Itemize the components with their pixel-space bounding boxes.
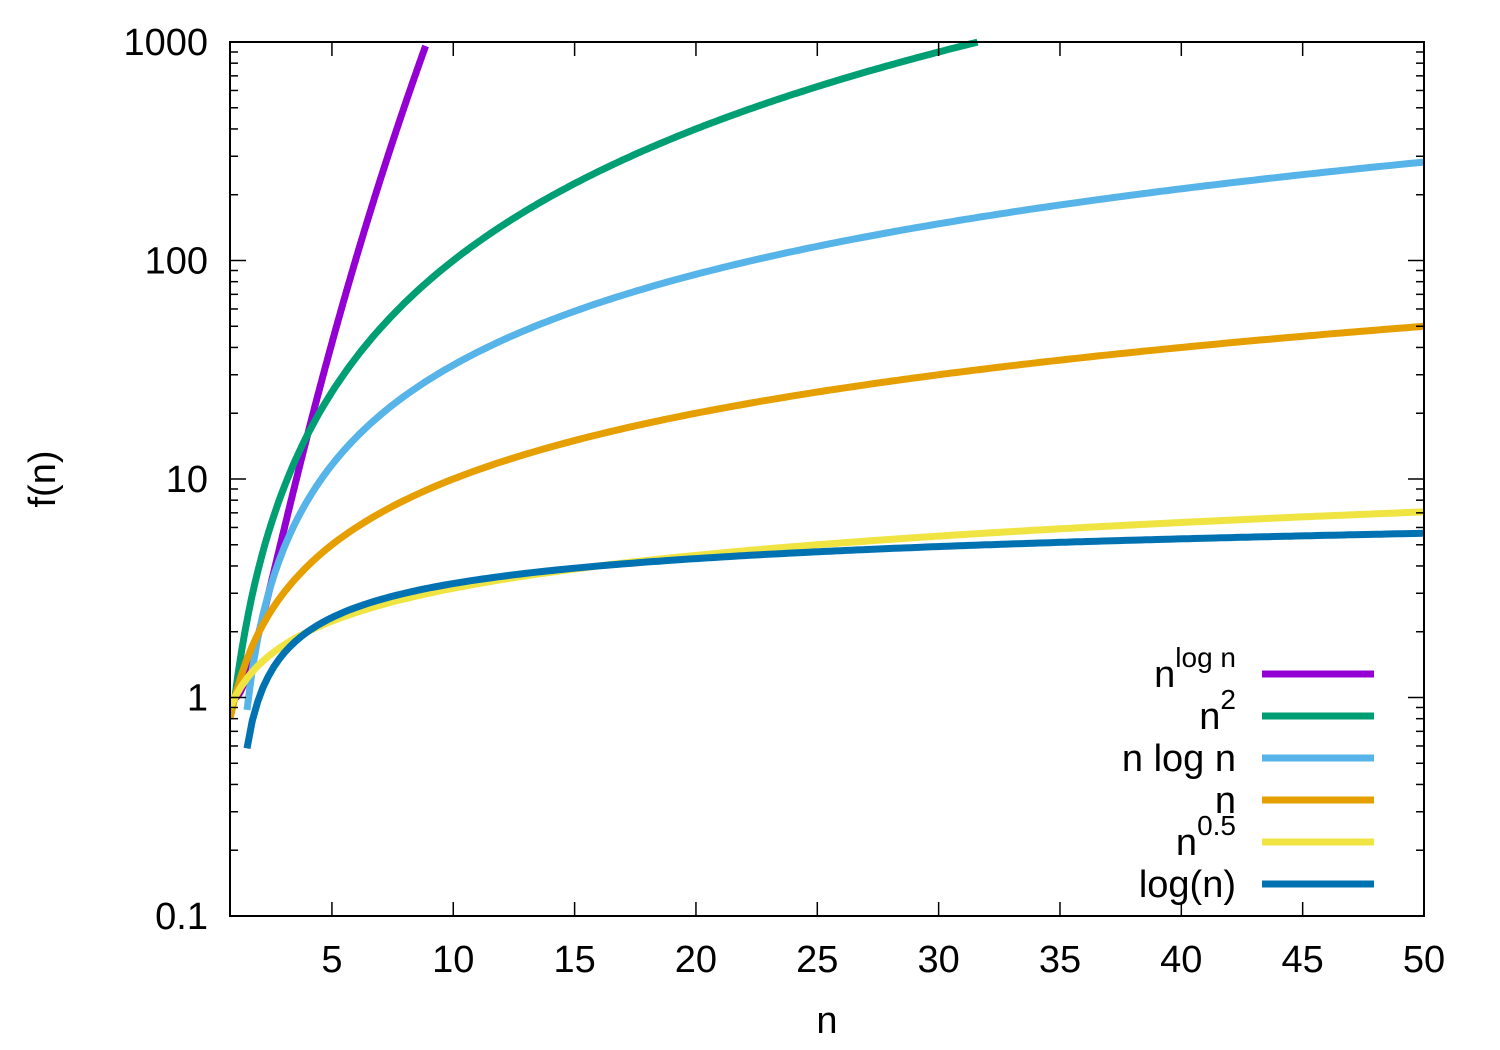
x-axis-title: n xyxy=(816,1000,837,1042)
series-line-5 xyxy=(243,529,1424,750)
y-tick-label: 0.1 xyxy=(155,896,208,938)
y-tick-label: 1000 xyxy=(123,22,208,64)
x-tick-label: 10 xyxy=(432,939,474,981)
x-tick-label: 5 xyxy=(321,939,342,981)
series-line-3 xyxy=(230,322,1424,720)
legend-entry: n2 xyxy=(1199,684,1374,738)
legend-entry: nlog n xyxy=(1154,642,1374,696)
legend-entry: n xyxy=(1215,780,1374,822)
legend-entry: n log n xyxy=(1122,738,1374,780)
legend-label: n0.5 xyxy=(1176,810,1236,864)
x-tick-label: 25 xyxy=(796,939,838,981)
legend-label: log(n) xyxy=(1139,864,1236,906)
series-layer xyxy=(230,38,1424,750)
x-tick-label: 35 xyxy=(1039,939,1081,981)
x-tick-label: 50 xyxy=(1403,939,1445,981)
x-tick-label: 15 xyxy=(553,939,595,981)
legend-entry: log(n) xyxy=(1139,864,1374,906)
x-tick-label: 30 xyxy=(917,939,959,981)
y-tick-label: 1 xyxy=(187,678,208,720)
x-tick-label: 45 xyxy=(1282,939,1324,981)
ticks-layer: 5 10 15 20 25 30 35 40 45 50 0.1 1 10 100 1000 xyxy=(123,22,1445,981)
series-line-4 xyxy=(230,508,1424,710)
legend-label: nlog n xyxy=(1154,642,1236,696)
legend-entry: n0.5 xyxy=(1176,810,1374,864)
x-tick-label: 40 xyxy=(1160,939,1202,981)
legend-label: n2 xyxy=(1199,684,1236,738)
x-tick-label: 20 xyxy=(675,939,717,981)
series-line-1 xyxy=(231,38,979,698)
plot-frame xyxy=(229,41,1425,917)
y-tick-label: 10 xyxy=(166,459,208,501)
legend-label: n xyxy=(1215,780,1236,822)
y-tick-label: 100 xyxy=(145,241,208,283)
y-axis-title: f(n) xyxy=(22,451,64,508)
series-line-2 xyxy=(243,158,1424,711)
legend-label: n log n xyxy=(1122,738,1236,780)
